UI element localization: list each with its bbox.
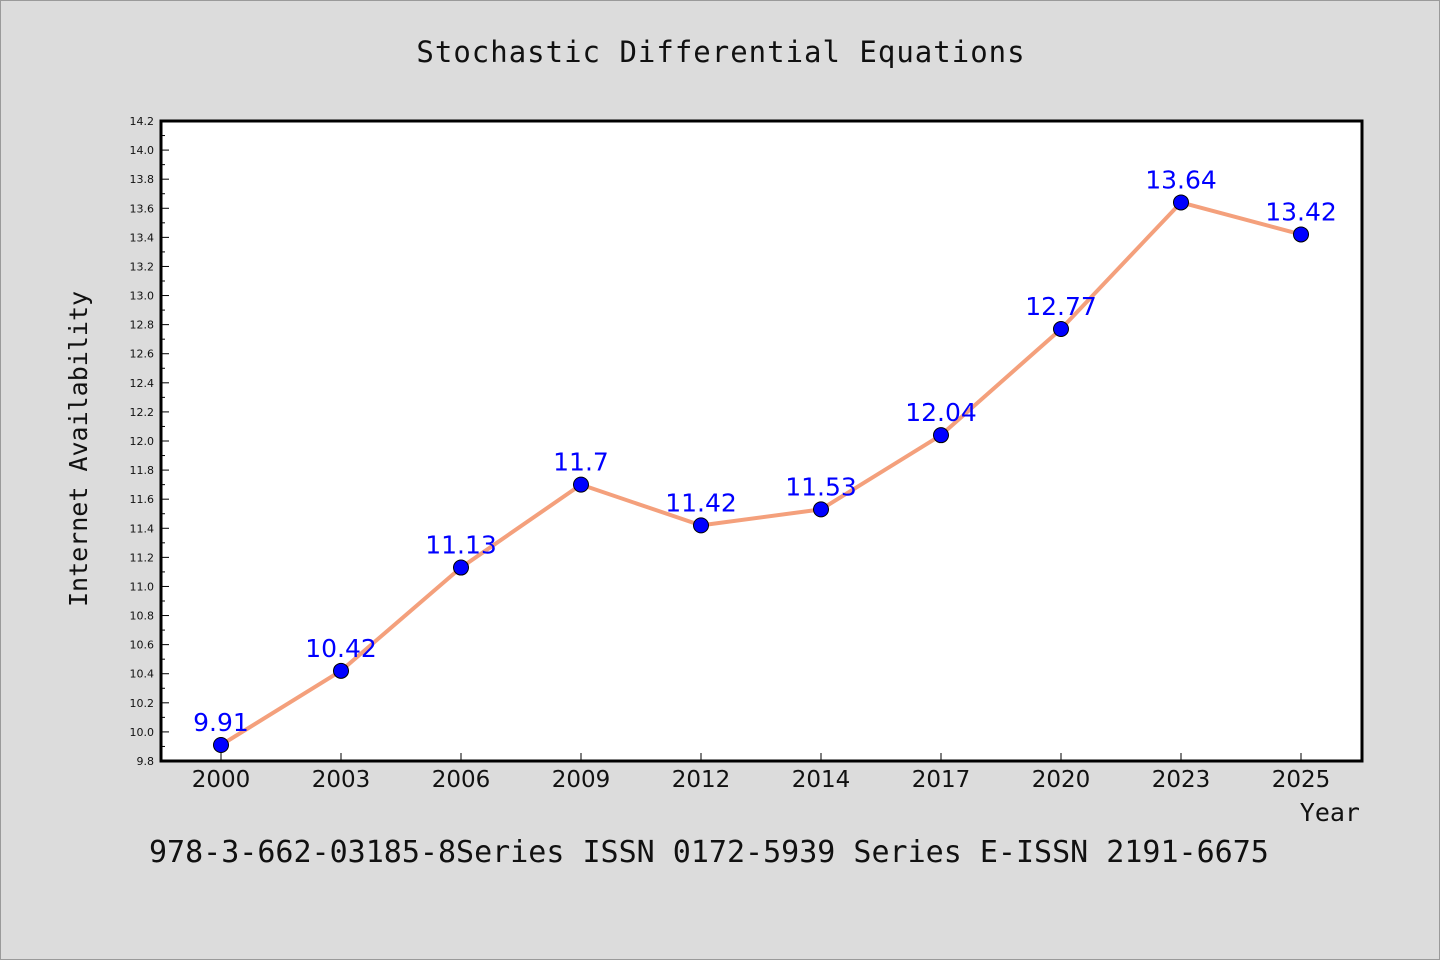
y-tick-label: 12.4: [130, 377, 155, 390]
data-point: [813, 501, 829, 518]
x-tick-label: 2009: [552, 767, 611, 793]
data-label: 10.42: [305, 634, 377, 663]
y-tick-label: 13.6: [130, 202, 155, 215]
y-axis-label: Internet Availability: [64, 291, 93, 607]
data-label: 11.7: [553, 448, 609, 477]
data-label: 9.91: [193, 708, 249, 737]
y-tick-label: 10.6: [130, 639, 155, 652]
data-label: 13.64: [1145, 165, 1217, 194]
y-tick-label: 13.2: [130, 260, 155, 273]
y-tick-label: 12.0: [130, 435, 155, 448]
y-tick-label: 9.8: [137, 755, 155, 768]
data-point: [1053, 321, 1069, 337]
x-tick-label: 2020: [1032, 767, 1091, 793]
y-tick-label: 12.2: [130, 406, 155, 419]
x-axis-label: Year: [1300, 798, 1360, 827]
y-tick-label: 13.0: [130, 290, 155, 303]
data-label: 11.42: [665, 488, 737, 517]
data-point: [933, 427, 949, 444]
y-tick-label: 10.2: [130, 697, 155, 710]
y-tick-label: 10.0: [130, 726, 155, 739]
y-tick-label: 11.6: [130, 493, 155, 506]
y-tick-label: 11.8: [130, 464, 155, 477]
data-point: [453, 559, 469, 576]
y-tick-label: 11.2: [130, 551, 155, 564]
data-point: [693, 517, 709, 534]
y-tick-label: 13.4: [130, 231, 155, 244]
x-tick-label: 2000: [192, 767, 251, 793]
footer-isbn: 978-3-662-03185-8Series ISSN 0172-5939 S…: [149, 835, 1269, 870]
x-tick-label: 2003: [312, 767, 371, 793]
y-tick-label: 12.6: [130, 348, 155, 361]
data-point: [333, 662, 349, 679]
y-tick-label: 14.2: [130, 115, 155, 128]
x-tick-label: 2006: [432, 767, 491, 793]
chart-title: Stochastic Differential Equations: [416, 35, 1026, 69]
data-label: 12.77: [1025, 292, 1097, 321]
data-point: [573, 476, 589, 493]
y-tick-label: 10.8: [130, 610, 155, 623]
y-axis: 9.8 10.0 10.2 10.4 10.6 10.8 11.0 11.2 11.4 11.6 1…: [130, 115, 169, 768]
series-line: [219, 200, 1302, 747]
data-label: 12.04: [905, 398, 977, 427]
data-label: 13.42: [1265, 197, 1337, 226]
x-tick-label: 2023: [1152, 767, 1211, 793]
x-tick-label: 2017: [912, 767, 971, 793]
y-tick-label: 11.0: [130, 580, 155, 593]
data-point: [1173, 194, 1189, 211]
y-tick-label: 13.8: [130, 173, 155, 186]
x-tick-label: 2025: [1272, 767, 1331, 793]
x-axis: 2000 2003 2006 2009 2012 2014 2017 2020 2023 2025: [192, 753, 1331, 793]
y-tick-label: 11.4: [130, 522, 155, 535]
y-tick-label: 14.0: [130, 144, 155, 157]
data-point: [1293, 226, 1309, 243]
data-label: 11.13: [425, 531, 497, 560]
x-tick-label: 2014: [792, 767, 851, 793]
data-point: [213, 737, 229, 753]
y-tick-label: 10.4: [130, 668, 155, 681]
data-series: 9.91 10.42 11.13 11.7 11.42 11.53 12.04 12.77 13…: [193, 165, 1337, 753]
y-tick-label: 12.8: [130, 319, 155, 332]
data-label: 11.53: [785, 472, 857, 501]
x-tick-label: 2012: [672, 767, 731, 793]
